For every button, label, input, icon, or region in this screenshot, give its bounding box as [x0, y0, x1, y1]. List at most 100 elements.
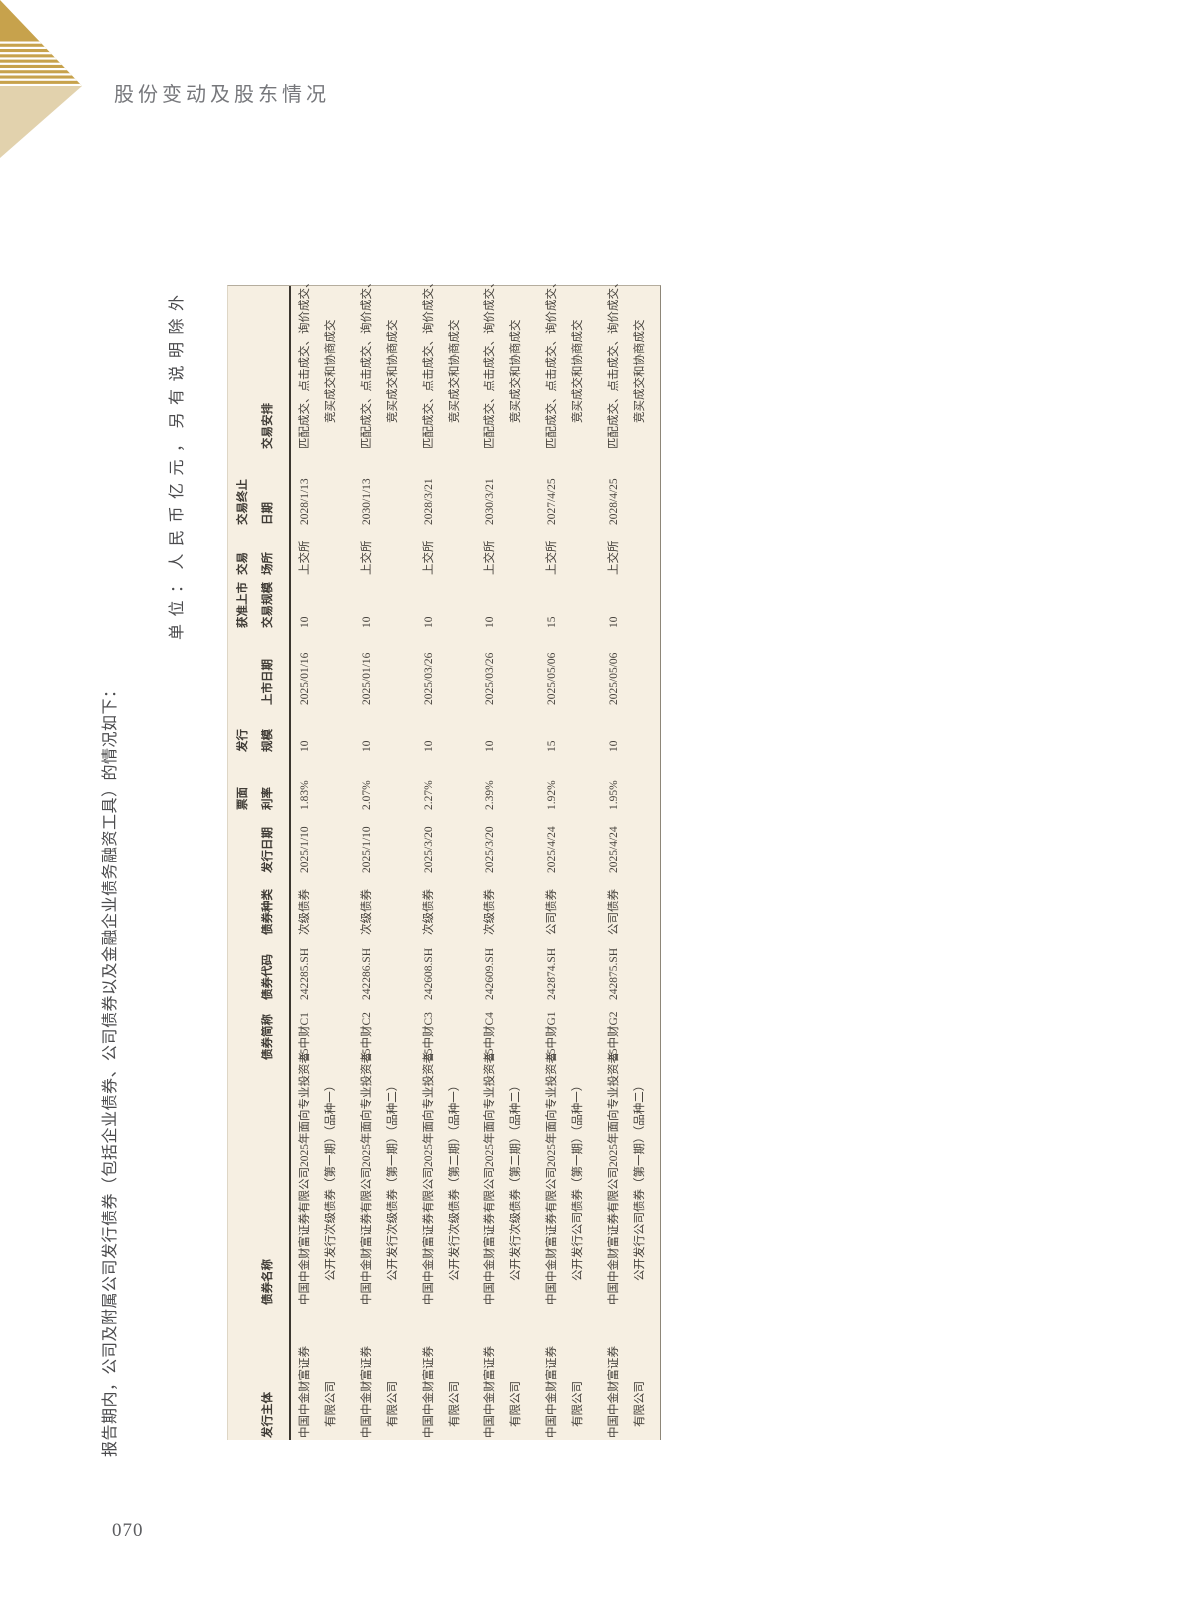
triangle-lower-half — [0, 86, 82, 158]
trading-arrangement-cell: 匹配成交、点击成交、询价成交、 竞买成交和协商成交 — [484, 276, 523, 450]
bond-short-name-cell: 25中财C4 — [484, 1012, 497, 1060]
listing-date-cell: 2025/01/16 — [360, 652, 373, 705]
unit-note-text: 单位：人民币亿元，另有说明除外 — [169, 287, 186, 640]
coupon-rate-cell: 2.27% — [422, 780, 435, 810]
coupon-rate-cell: 2.39% — [484, 780, 497, 810]
issue-date-cell: 2025/1/10 — [299, 826, 311, 873]
bond-type-cell: 公司债券 — [607, 889, 620, 935]
issue-date-cell: 2025/1/10 — [360, 826, 373, 873]
termination-date-cell: 2030/1/13 — [360, 478, 373, 525]
bond-type-cell: 次级债券 — [484, 889, 497, 935]
exchange-cell: 上交所 — [484, 540, 497, 576]
section-title: 股份变动及股东情况 — [114, 84, 330, 106]
issuer-cell: 中国中金财富证券 有限公司 — [607, 1346, 646, 1438]
intro-note: 报告期内，公司及附属公司发行债券（包括企业债券、公司债券以及金融企业债务融资工具… — [96, 672, 126, 1457]
column-header: 债券代码 — [256, 935, 281, 1000]
column-header-line: 上市日期 — [262, 659, 274, 705]
issue-date-cell: 2025/4/24 — [546, 826, 559, 873]
column-header-line: 交易规模 — [262, 582, 274, 628]
approved-trading-size-cell: 10 — [360, 616, 373, 629]
issuer-cell: 中国中金财富证券 有限公司 — [484, 1346, 523, 1438]
issue-date-cell: 2025/3/20 — [422, 826, 435, 873]
bond-code-cell: 242608.SH — [422, 947, 435, 1000]
gold-triangle-decoration — [0, 0, 82, 158]
triangle-stripes — [0, 41, 82, 86]
issue-size-cell: 10 — [360, 740, 373, 753]
trading-arrangement-cell: 匹配成交、点击成交、询价成交、 竞买成交和协商成交 — [360, 276, 399, 450]
trading-arrangement-cell: 匹配成交、点击成交、询价成交、 竞买成交和协商成交 — [299, 276, 337, 450]
issue-size-cell: 10 — [299, 740, 311, 753]
bond-name-cell: 中国中金财富证券有限公司2025年面向专业投资者 公开发行公司债券（第一期）（品… — [607, 1052, 646, 1305]
column-header-line: 场所 — [262, 552, 274, 575]
column-header: 债券名称 — [256, 1060, 281, 1305]
column-header-line: 交易 — [237, 552, 249, 575]
page-number: 070 — [112, 1520, 144, 1541]
bond-name-cell: 中国中金财富证券有限公司2025年面向专业投资者 公开发行公司债券（第一期）（品… — [546, 1052, 585, 1305]
bond-code-cell: 242285.SH — [299, 947, 311, 1000]
bond-name-cell: 中国中金财富证券有限公司2025年面向专业投资者 公开发行次级债券（第二期）（品… — [484, 1052, 523, 1305]
exchange-cell: 上交所 — [422, 540, 435, 576]
column-header-line: 债券种类 — [262, 889, 274, 935]
listing-date-cell: 2025/03/26 — [422, 652, 435, 705]
approved-trading-size-cell: 10 — [299, 616, 311, 629]
table-row: 中国中金财富证券 有限公司 中国中金财富证券有限公司2025年面向专业投资者 公… — [476, 276, 538, 1440]
bond-type-cell: 次级债券 — [299, 889, 311, 935]
table-header-row: 发行主体 债券名称 债券简称 债券代码 债券种类 发行日期 票面 利率 发行 规… — [228, 286, 291, 1440]
approved-trading-size-cell: 10 — [607, 616, 620, 629]
bond-issuance-table-wrapper: 发行主体 债券名称 债券简称 债券代码 债券种类 发行日期 票面 利率 发行 规… — [227, 276, 662, 1440]
column-header: 债券简称 — [256, 1000, 281, 1060]
column-header-line: 债券代码 — [262, 954, 274, 1000]
termination-date-cell: 2028/1/13 — [299, 478, 311, 525]
exchange-cell: 上交所 — [546, 540, 559, 576]
column-header-line: 发行主体 — [262, 1392, 274, 1438]
trading-arrangement-cell: 匹配成交、点击成交、询价成交、 竞买成交和协商成交 — [422, 276, 461, 450]
table-row: 中国中金财富证券 有限公司 中国中金财富证券有限公司2025年面向专业投资者 公… — [353, 276, 415, 1440]
table-row: 中国中金财富证券 有限公司 中国中金财富证券有限公司2025年面向专业投资者 公… — [415, 276, 477, 1440]
issue-size-cell: 10 — [484, 740, 497, 753]
issuer-cell: 中国中金财富证券 有限公司 — [422, 1346, 461, 1438]
bond-code-cell: 242286.SH — [360, 947, 373, 1000]
issue-size-cell: 15 — [546, 740, 559, 753]
termination-date-cell: 2028/3/21 — [422, 478, 435, 525]
column-header: 发行 规模 — [231, 705, 281, 752]
bond-name-cell: 中国中金财富证券有限公司2025年面向专业投资者 公开发行次级债券（第一期）（品… — [299, 1052, 337, 1305]
issue-date-cell: 2025/4/24 — [607, 826, 620, 873]
bond-code-cell: 242609.SH — [484, 947, 497, 1000]
exchange-cell: 上交所 — [360, 540, 373, 576]
column-header-line: 票面 — [237, 787, 249, 810]
column-header-line: 交易终止 — [237, 479, 249, 525]
column-header-line: 规模 — [262, 729, 274, 752]
termination-date-cell: 2027/4/25 — [546, 478, 559, 525]
trading-arrangement-cell: 匹配成交、点击成交、询价成交、 竞买成交和协商成交 — [607, 276, 646, 450]
column-header-line: 获准上市 — [237, 582, 249, 628]
exchange-cell: 上交所 — [607, 540, 620, 576]
listing-date-cell: 2025/05/06 — [607, 652, 620, 705]
issuer-cell: 中国中金财富证券 有限公司 — [546, 1346, 585, 1438]
bond-short-name-cell: 25中财C3 — [422, 1012, 435, 1060]
bond-type-cell: 次级债券 — [360, 889, 373, 935]
issue-size-cell: 10 — [422, 740, 435, 753]
approved-trading-size-cell: 10 — [484, 616, 497, 629]
issuer-cell: 中国中金财富证券 有限公司 — [299, 1346, 337, 1438]
bond-type-cell: 次级债券 — [422, 889, 435, 935]
coupon-rate-cell: 2.07% — [360, 780, 373, 810]
bond-code-cell: 242875.SH — [607, 947, 620, 1000]
bond-short-name-cell: 25中财G2 — [607, 1011, 620, 1060]
approved-trading-size-cell: 15 — [546, 616, 559, 629]
coupon-rate-cell: 1.92% — [546, 780, 559, 810]
table-row: 中国中金财富证券 有限公司 中国中金财富证券有限公司2025年面向专业投资者 公… — [538, 277, 600, 1440]
approved-trading-size-cell: 10 — [422, 616, 435, 629]
column-header: 债券种类 — [256, 873, 281, 935]
bond-name-cell: 中国中金财富证券有限公司2025年面向专业投资者 公开发行次级债券（第二期）（品… — [422, 1052, 461, 1305]
intro-note-text: 报告期内，公司及附属公司发行债券（包括企业债券、公司债券以及金融企业债务融资工具… — [102, 681, 119, 1457]
issuer-cell: 中国中金财富证券 有限公司 — [360, 1346, 399, 1438]
column-header-line: 债券简称 — [262, 1014, 274, 1060]
column-header-line: 交易安排 — [262, 403, 274, 449]
column-header-line: 利率 — [262, 787, 274, 810]
coupon-rate-cell: 1.95% — [607, 780, 620, 810]
table-body: 中国中金财富证券 有限公司 中国中金财富证券有限公司2025年面向专业投资者 公… — [291, 276, 662, 1440]
bond-short-name-cell: 25中财G1 — [546, 1011, 559, 1060]
column-header: 获准上市 交易规模 — [231, 575, 281, 628]
bond-type-cell: 公司债券 — [546, 889, 559, 935]
